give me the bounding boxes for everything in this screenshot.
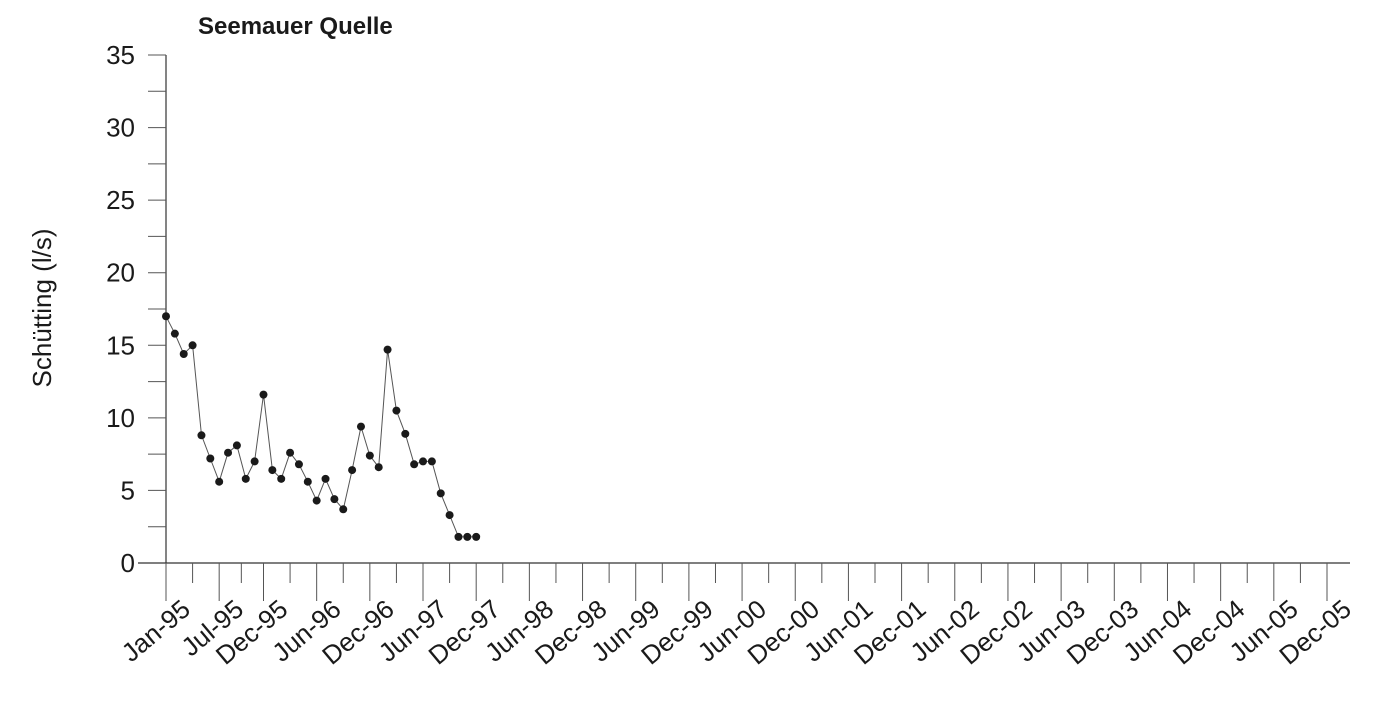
data-point	[232, 441, 241, 450]
y-tick-label: 30	[106, 113, 135, 143]
data-point	[188, 341, 197, 350]
y-tick-label: 5	[121, 475, 135, 505]
data-point	[179, 349, 188, 358]
y-tick-label: 35	[106, 40, 135, 70]
data-point	[427, 457, 436, 466]
chart-title: Seemauer Quelle	[198, 13, 393, 40]
x-axis-ticks: Jan-95Jul-95Dec-95Jun-96Dec-96Jun-97Dec-…	[116, 563, 1357, 670]
data-point	[215, 477, 224, 486]
y-tick-label: 25	[106, 185, 135, 215]
data-point	[339, 505, 348, 514]
data-point	[197, 431, 206, 440]
y-tick-label: 15	[106, 330, 135, 360]
data-series	[162, 312, 481, 541]
data-point	[365, 451, 374, 460]
data-point	[330, 495, 339, 504]
data-point	[356, 422, 365, 431]
y-axis-ticks: 0 5 10 15 20 25 30 35	[106, 40, 166, 578]
data-point	[286, 448, 295, 457]
data-point	[206, 454, 215, 463]
data-point	[170, 329, 179, 338]
data-point	[312, 496, 321, 505]
data-point	[268, 466, 277, 475]
data-point	[419, 457, 428, 466]
y-axis-label: Schütting (l/s)	[27, 229, 57, 388]
data-point	[224, 448, 233, 457]
data-point	[259, 390, 268, 399]
data-point	[348, 466, 357, 475]
data-point	[410, 460, 419, 469]
data-point	[383, 345, 392, 354]
data-point	[241, 474, 250, 483]
y-tick-label: 0	[121, 548, 135, 578]
data-point	[277, 474, 286, 483]
data-point	[472, 532, 481, 541]
data-point	[162, 312, 170, 321]
data-point	[374, 463, 383, 472]
data-point	[294, 460, 303, 469]
axes	[138, 55, 1350, 564]
series-line	[165, 316, 477, 538]
data-point	[321, 474, 330, 483]
y-tick-label: 20	[106, 258, 135, 288]
data-point	[463, 532, 472, 541]
x-tick-label: Jan-95	[116, 594, 196, 668]
data-point	[454, 532, 463, 541]
data-point	[445, 511, 454, 520]
data-point	[303, 477, 312, 486]
data-point	[436, 489, 445, 498]
data-point	[250, 457, 259, 466]
y-tick-label: 10	[106, 403, 135, 433]
data-point	[401, 429, 410, 438]
data-point	[392, 406, 401, 415]
